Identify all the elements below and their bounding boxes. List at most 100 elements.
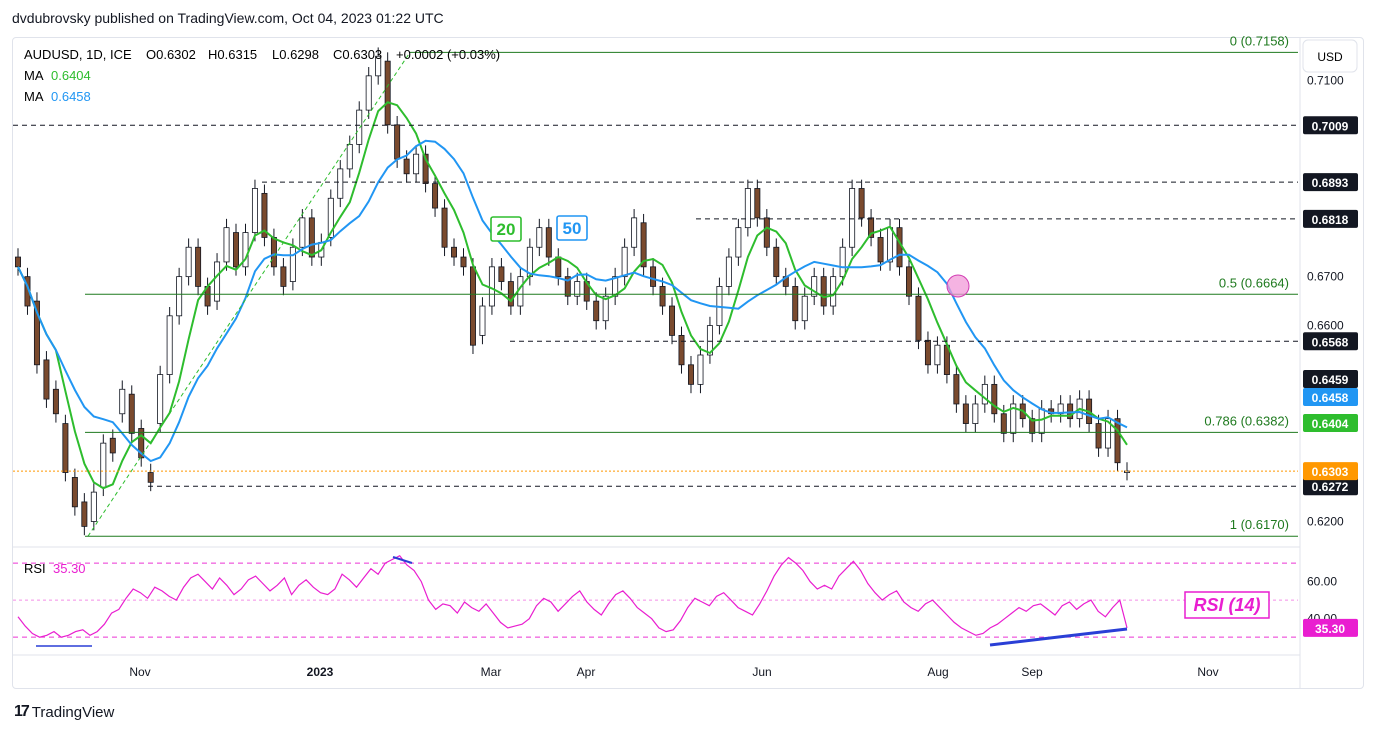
candle-body <box>906 266 912 297</box>
candle-body <box>564 276 571 297</box>
candle-body <box>43 359 50 400</box>
candle-body <box>346 143 353 170</box>
candle-body <box>972 403 979 424</box>
candle-body <box>887 227 894 263</box>
candle-body <box>384 60 391 126</box>
candle-body <box>460 256 467 268</box>
candle-body <box>375 55 382 77</box>
candle-body <box>242 232 249 268</box>
y-tick-label: 0.6600 <box>1307 319 1344 333</box>
candle-body <box>574 281 581 297</box>
candle-body <box>1029 418 1036 434</box>
candle-body <box>138 428 145 459</box>
candle-body <box>545 227 552 258</box>
price-badge-label: 0.6303 <box>1312 465 1349 479</box>
candle-body <box>299 217 306 248</box>
candle-body <box>602 295 609 322</box>
candle-body <box>1010 403 1017 434</box>
legend-ma50-label: MA <box>24 89 44 104</box>
tradingview-logo[interactable]: 17 TradingView <box>14 703 114 721</box>
candle-body <box>934 344 941 366</box>
level-badge-label: 0.6272 <box>1312 480 1349 494</box>
candle-body <box>337 168 344 199</box>
level-badge-label: 0.6568 <box>1312 335 1349 349</box>
candle-body <box>280 266 287 287</box>
x-tick-label: Sep <box>1021 665 1043 679</box>
rsi-badge-label: 35.30 <box>1315 622 1345 636</box>
candle-body <box>166 315 173 375</box>
legend-ma20-label: MA <box>24 68 44 83</box>
candle-body <box>678 335 685 366</box>
fib-label: 1 (0.6170) <box>1230 517 1289 532</box>
tradingview-brand: TradingView <box>31 703 115 721</box>
candle-body <box>327 197 334 238</box>
currency-button[interactable]: USD <box>1302 39 1358 73</box>
y-tick-label: 0.7100 <box>1307 74 1344 88</box>
candle-body <box>754 188 761 219</box>
candle-body <box>725 256 732 287</box>
header-change: +0.0002 (+0.03%) <box>396 47 500 62</box>
level-badge-label: 0.6818 <box>1312 213 1349 227</box>
candle-body <box>763 217 770 248</box>
price-badge-label: 0.6458 <box>1312 391 1349 405</box>
candle-body <box>109 437 116 454</box>
rsi-legend-value: 35.30 <box>53 561 86 576</box>
legend-ma20-value: 0.6404 <box>51 68 91 83</box>
ma20-tag-label: 20 <box>497 220 516 239</box>
candle-body <box>498 266 505 282</box>
level-badge-label: 0.7009 <box>1312 119 1349 133</box>
candle-body <box>289 246 296 282</box>
x-tick-label: Nov <box>1197 665 1218 679</box>
x-tick-label: Apr <box>577 665 596 679</box>
ma50-line <box>17 139 1128 463</box>
price-badge <box>1303 388 1358 406</box>
candle-body <box>308 217 315 258</box>
fib-label: 0.5 (0.6664) <box>1219 275 1289 290</box>
candle-body <box>744 188 751 229</box>
legend-ma50-value: 0.6458 <box>51 89 91 104</box>
fib-label: 0.786 (0.6382) <box>1204 413 1289 428</box>
price-badge-label: 0.6404 <box>1312 417 1349 431</box>
candle-body <box>669 305 676 336</box>
candle-body <box>90 491 97 522</box>
candle-body <box>659 286 666 307</box>
candle-body <box>962 403 969 424</box>
header-high: H0.6315 <box>208 47 257 62</box>
price-badge <box>1303 370 1358 388</box>
x-tick-label: Aug <box>927 665 948 679</box>
candle-body <box>981 383 988 405</box>
crossover-highlight <box>946 274 970 298</box>
candle-body <box>147 472 154 483</box>
y-tick-label: 0.6200 <box>1307 515 1344 529</box>
x-tick-label: 2023 <box>307 665 334 679</box>
candle-body <box>119 388 126 415</box>
candle-body <box>422 153 429 184</box>
header-symbol: AUDUSD, 1D, ICE <box>24 47 132 62</box>
candle-body <box>555 256 562 278</box>
level-badge <box>1303 173 1358 192</box>
candle-body <box>915 295 922 341</box>
x-tick-label: Nov <box>129 665 150 679</box>
rsi-legend-label: RSI <box>24 561 46 576</box>
rsi-divergence-top <box>392 556 413 564</box>
candle-body <box>536 227 543 248</box>
candle-body <box>157 374 164 424</box>
candle-body <box>451 246 458 258</box>
ma50-tag-label: 50 <box>563 219 582 238</box>
candle-body <box>811 276 818 297</box>
price-badge <box>1303 462 1358 481</box>
candle-body <box>233 232 239 268</box>
candle-body <box>62 423 69 473</box>
candle-body <box>706 325 713 356</box>
symbol-line: AUDUSD, 1D, ICE <box>24 47 132 62</box>
candle-body <box>650 266 657 287</box>
candle-body <box>1114 418 1121 464</box>
candle-body <box>195 246 202 287</box>
header-open: O0.6302 <box>146 47 196 62</box>
rsi-line <box>17 554 1128 638</box>
x-tick-label: Jun <box>752 665 771 679</box>
candle-body <box>251 188 258 233</box>
candle-body <box>52 388 59 415</box>
candle-body <box>356 109 363 145</box>
